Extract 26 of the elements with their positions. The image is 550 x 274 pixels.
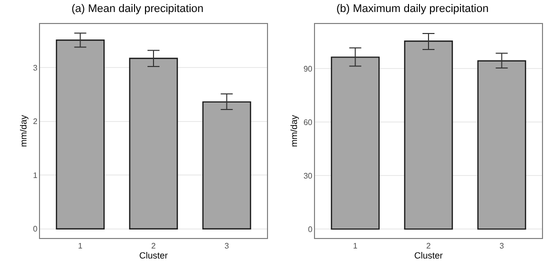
bar [56, 40, 105, 230]
bar [129, 58, 178, 230]
x-tick-label: 3 [224, 242, 230, 251]
x-tick-label: 2 [151, 242, 156, 251]
chart-title: (a) Mean daily precipitation [71, 2, 204, 15]
bar [330, 56, 380, 230]
bar [404, 40, 453, 230]
bar [477, 60, 526, 230]
bar [202, 101, 252, 230]
x-tick-label: 2 [426, 242, 432, 251]
y-tick-label: 60 [303, 118, 313, 127]
y-tick-label: 1 [32, 170, 38, 180]
chart-title: (b) Maximum daily precipitation [336, 2, 489, 15]
y-tick-label: 0 [32, 224, 38, 234]
y-tick-label: 90 [303, 64, 313, 74]
x-tick-label: 1 [78, 242, 84, 251]
y-axis-title: mm/day [18, 114, 28, 148]
x-tick-label: 1 [353, 242, 358, 251]
y-tick-label: 3 [32, 63, 38, 72]
x-axis-title: Cluster [139, 250, 168, 261]
y-axis-title: mm/day [288, 114, 299, 148]
x-tick-label: 3 [500, 242, 505, 251]
y-tick-label: 0 [308, 224, 313, 234]
x-axis-title: Cluster [414, 250, 443, 261]
y-tick-label: 30 [303, 171, 313, 180]
y-tick-label: 2 [32, 117, 38, 126]
